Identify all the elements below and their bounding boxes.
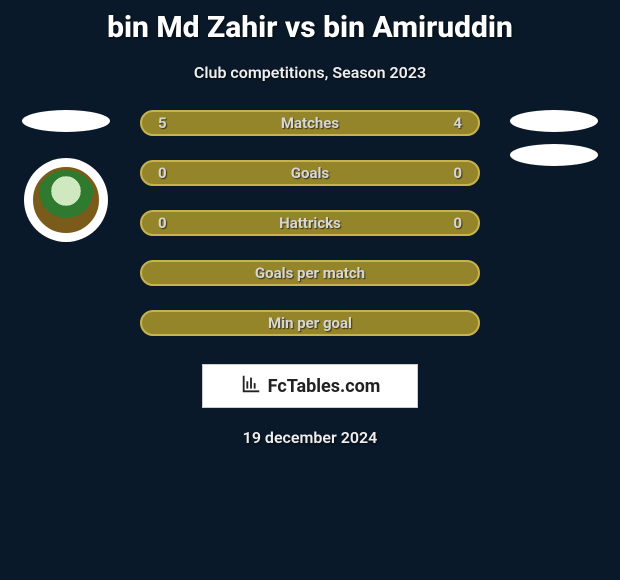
player-placeholder xyxy=(510,110,598,132)
player-placeholder xyxy=(22,110,110,132)
stat-right-value: 0 xyxy=(453,214,462,232)
stat-right-value: 0 xyxy=(453,164,462,182)
player-placeholder xyxy=(510,144,598,166)
stat-label: Goals per match xyxy=(158,264,462,282)
bar-chart-icon xyxy=(240,373,262,400)
subtitle: Club competitions, Season 2023 xyxy=(0,63,620,82)
club-badge-art xyxy=(33,167,99,233)
brand-label: FcTables.com xyxy=(268,376,381,397)
page-title: bin Md Zahir vs bin Amiruddin xyxy=(0,0,620,45)
stat-left-value: 5 xyxy=(158,114,167,132)
comparison-arena: 5Matches40Goals00Hattricks0Goals per mat… xyxy=(0,110,620,336)
club-badge xyxy=(24,158,108,242)
stat-left-value: 0 xyxy=(158,214,167,232)
right-player-col xyxy=(504,110,604,166)
stat-bar: Goals per match xyxy=(140,260,480,286)
stat-label: Min per goal xyxy=(158,314,462,332)
date-label: 19 december 2024 xyxy=(0,428,620,447)
stat-bar: 0Goals0 xyxy=(140,160,480,186)
stat-right-value: 4 xyxy=(453,114,462,132)
stat-bar: 5Matches4 xyxy=(140,110,480,136)
stat-bars: 5Matches40Goals00Hattricks0Goals per mat… xyxy=(140,110,480,336)
stat-bar: 0Hattricks0 xyxy=(140,210,480,236)
stat-bar: Min per goal xyxy=(140,310,480,336)
stat-label: Hattricks xyxy=(167,214,454,232)
brand-watermark: FcTables.com xyxy=(202,364,418,408)
stat-label: Goals xyxy=(167,164,454,182)
left-player-col xyxy=(16,110,116,242)
stat-left-value: 0 xyxy=(158,164,167,182)
stat-label: Matches xyxy=(167,114,454,132)
